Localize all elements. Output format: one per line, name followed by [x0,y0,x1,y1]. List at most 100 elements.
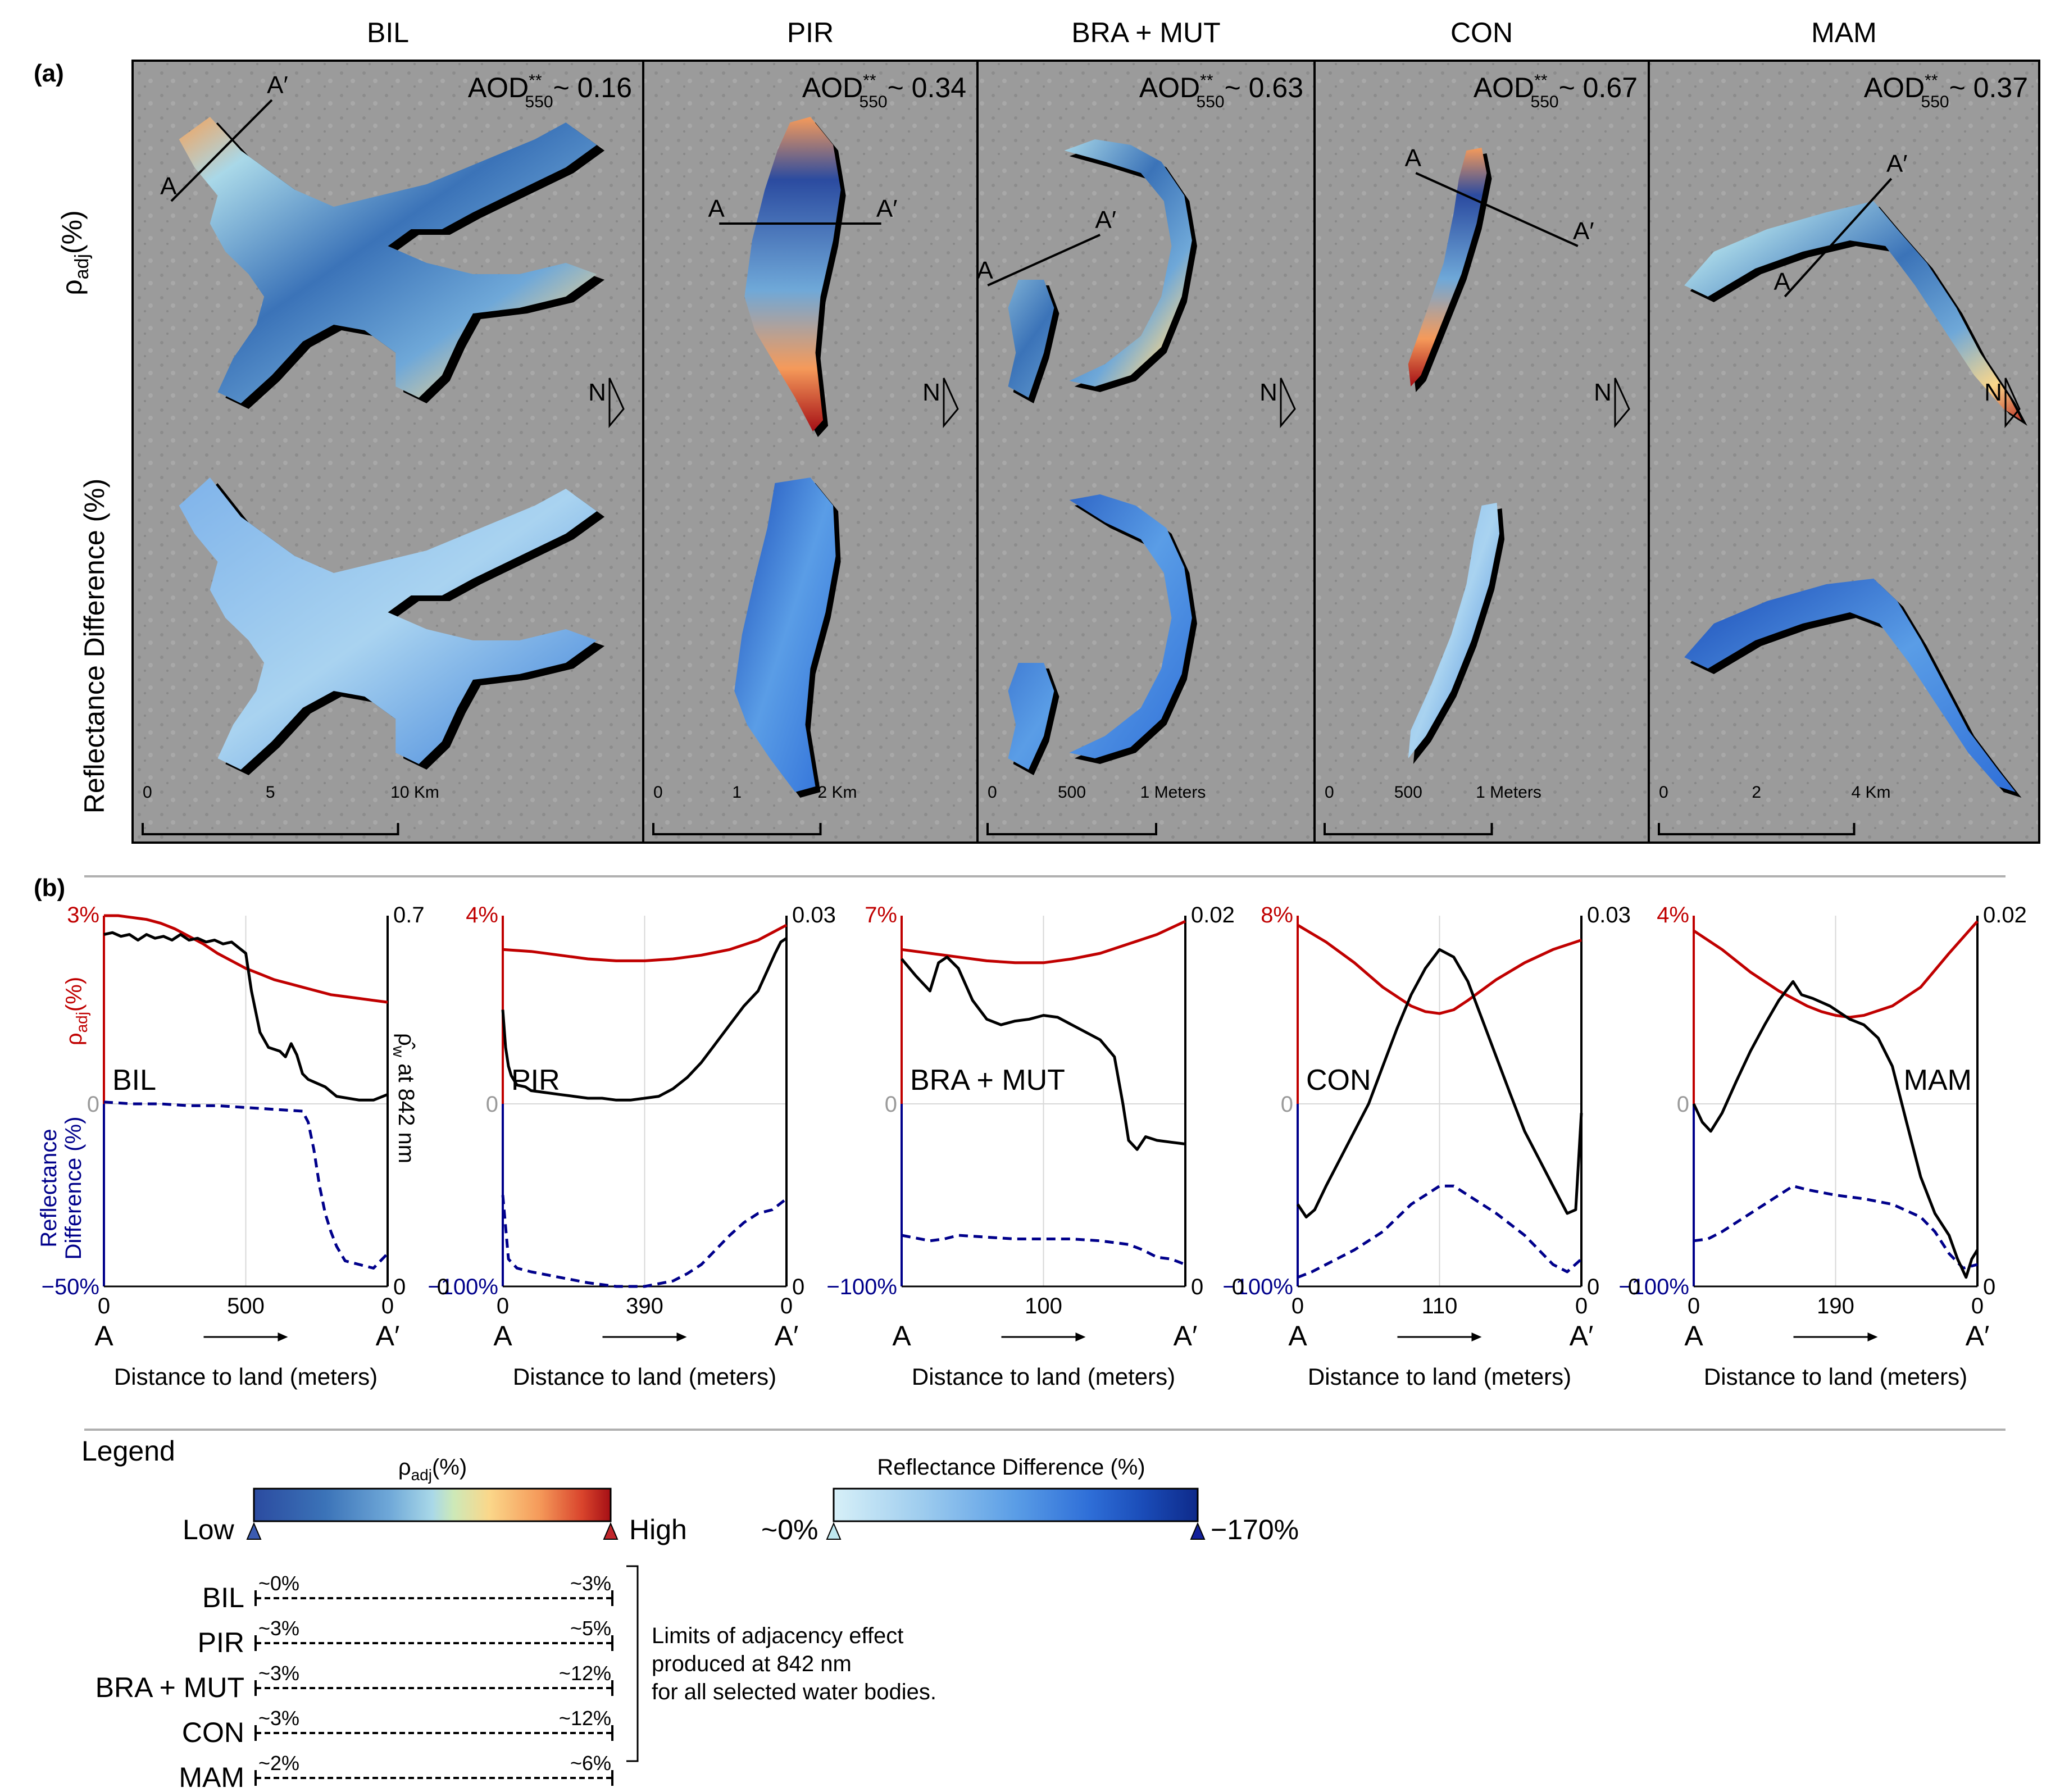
north-arrow-label: N [588,379,606,406]
scale-tick-label: 1 Meters [1476,783,1541,802]
x-tick-label: 0 [381,1294,394,1318]
left-axis-bottom-label: −100% [428,1275,498,1299]
transect-end-label: A′ [1573,217,1594,245]
column-title-mam: MAM [1811,17,1877,48]
scale-tick-label: 0 [1325,783,1334,802]
column-title-bil: BIL [367,17,409,48]
adjacency-limits: BIL ~0% ~3% PIR ~3% ~5% BRA + MUT ~3% ~12% CON ~3%… [96,1572,613,1792]
profile-axis-titles: ρadj(%) ReflectanceDifference (%) ρ̂w at 8… [37,977,419,1260]
right-axis-top-label: 0.7 [393,903,425,927]
scale-tick-label: 4 Km [1851,783,1890,802]
left-axis-title-rho: ρadj(%) [62,977,90,1045]
transect-line [170,99,273,202]
left-axis-zero-label: 0 [1677,1092,1689,1117]
limit-row-name: BRA + MUT [96,1672,244,1703]
scale-tick-label: 0 [653,783,663,802]
limit-high: ~12% [559,1662,611,1685]
legend-rho-low-marker [246,1522,262,1540]
left-axis-bottom-label: −100% [1618,1275,1689,1299]
left-axis-bottom-label: −100% [826,1275,897,1299]
profile-chart-bra: 7% 0 −100% 0.02 0 100 A A′ Distance to land (met… [826,903,1235,1390]
limit-high: ~6% [570,1752,611,1775]
limit-low: ~3% [258,1617,299,1640]
x-tick-label: 390 [626,1294,663,1318]
transect-line [1415,172,1579,247]
column-title-con: CON [1450,17,1513,48]
transect-line [1784,178,1893,298]
profile-site-label: MAM [1904,1064,1972,1097]
scale-bar: 0 500 1 Meters [1324,783,1541,835]
profile-start-label: A [493,1320,512,1352]
limit-row-name: CON [182,1717,244,1748]
profile-chart-bil: 3%0−50%0.700 500 0A A′Distance to land (met… [42,903,425,1390]
scale-tick-label: 5 [266,783,275,802]
column-title-bra: BRA + MUT [1071,17,1220,48]
right-axis-bottom-label: 0 [1587,1275,1599,1299]
legend: Legend ρadj(%) Low High Reflectance Diff… [81,1435,1299,1792]
profile-start-label: A [94,1320,113,1352]
water-body [1008,139,1192,398]
profile-start-label: A [1684,1320,1703,1352]
legend-rho-label: ρadj(%) [398,1455,467,1484]
left-axis-top-label: 7% [865,903,897,927]
legend-diff-low-marker [826,1522,842,1540]
map-cell-bra-difference: 0 500 1 Meters [977,444,1315,843]
map-cell-pir-difference: 0 1 2 Km [643,444,977,843]
right-axis-top-label: 0.03 [1587,903,1631,927]
profile-end-label: A′ [1174,1320,1198,1352]
limit-row-pir: PIR ~3% ~5% [198,1617,613,1658]
series-line-rho-w [1692,980,1979,1279]
left-axis-zero-label: 0 [87,1092,99,1117]
right-axis-top-label: 0.02 [1983,903,2027,927]
series-line-rho-adj [1297,924,1582,1015]
x-tick-label: 110 [1422,1294,1458,1318]
legend-diff-colorbar [833,1488,1199,1522]
profile-end-label: A′ [775,1320,799,1352]
right-axis-top-label: 0.03 [792,903,836,927]
x-tick-label: 0 [780,1294,793,1318]
transect-start-label: A [977,257,994,284]
lake-shadow [1690,584,2022,798]
right-axis-prev-zero: 0 [1628,1275,1640,1299]
left-axis-bottom-label: −50% [42,1275,99,1299]
north-arrow-icon [2004,377,2021,429]
limit-high: ~3% [570,1572,611,1595]
left-axis-bottom-label: −100% [1222,1275,1293,1299]
map-cell-bil-difference: 0 5 10 Km [133,444,643,843]
scale-tick-label: 500 [1058,783,1086,802]
map-background [977,444,1315,843]
transect-start-label: A [160,172,177,200]
arrowhead-icon [278,1332,288,1341]
north-arrow-icon [1280,377,1296,429]
legend-rho-high-marker [603,1522,619,1540]
left-axis-title-difference: ReflectanceDifference (%) [37,1117,86,1260]
map-cell-mam-rho: AOD** 550~ 0.37 A A′ N [1649,61,2039,490]
scale-tick-label: 1 [732,783,742,802]
left-axis-top-label: 3% [67,903,99,927]
column-titles: BIL PIR BRA + MUT CON MAM [367,17,1877,48]
limit-high: ~12% [559,1707,611,1730]
limits-note-line1: Limits of adjacency effect [652,1623,903,1648]
legend-diff-high: −170% [1211,1514,1299,1545]
map-cell-bil-rho: AOD** 550~ 0.16 A A′ N [133,61,643,490]
x-axis-label: Distance to land (meters) [912,1363,1175,1390]
limit-row-bra-mut: BRA + MUT ~3% ~12% [96,1662,613,1703]
map-background [1315,61,1649,444]
profile-end-label: A′ [376,1320,400,1352]
limit-row-name: MAM [179,1762,244,1792]
legend-title: Legend [81,1435,175,1467]
water-body [1684,201,2022,420]
legend-diff-label: Reflectance Difference (%) [877,1455,1145,1480]
map-cell-con-difference: 0 500 1 Meters [1315,444,1649,843]
limit-low: ~0% [258,1572,299,1595]
left-axis-zero-label: 0 [885,1092,897,1117]
limits-bracket [626,1565,639,1762]
x-tick-label: 0 [1971,1294,1984,1318]
right-axis-bottom-label: 0 [792,1275,804,1299]
x-tick-label: 0 [497,1294,509,1318]
series-line-rho-adj [901,920,1186,965]
transect-start-label: A [708,195,725,222]
